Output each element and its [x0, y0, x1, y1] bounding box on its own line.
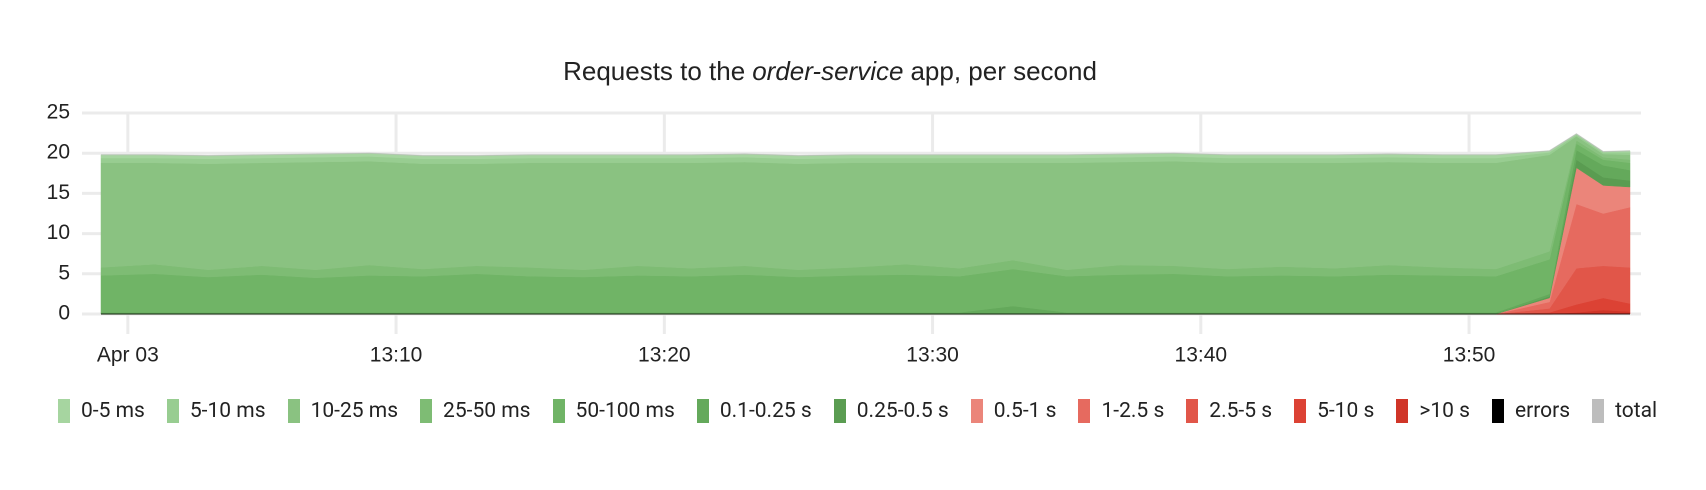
legend-item[interactable]: errors [1491, 398, 1571, 424]
legend-label: 10-25 ms [310, 399, 399, 423]
legend-swatch [1491, 399, 1504, 423]
axes: 0 5 10 15 20 25 Apr 03 13:10 13:20 13:30 13:40 13:5… [47, 101, 1496, 367]
x-tick-label: 13:10 [370, 344, 423, 367]
title-text: Requests to the [563, 56, 745, 86]
y-tick-label: 15 [47, 181, 70, 204]
legend-item[interactable]: 5-10 ms [166, 398, 266, 424]
legend-label: 5-10 ms [189, 399, 266, 423]
y-tick-label: 25 [47, 101, 70, 124]
x-tick-label: 13:50 [1443, 344, 1496, 367]
legend-label: 1-2.5 s [1101, 399, 1165, 423]
title-text: app, per second [910, 56, 1096, 86]
area [100, 134, 1631, 164]
legend-label: 2.5-5 s [1209, 399, 1273, 423]
legend-label: 0.5-1 s [993, 399, 1057, 423]
legend-item[interactable]: 0-5 ms [58, 398, 145, 424]
legend: 0-5 ms 5-10 ms 10-25 ms 25-50 ms 50-100 ms 0.… [58, 398, 1658, 424]
legend-swatch [696, 399, 709, 423]
legend-swatch [552, 399, 565, 423]
legend-item[interactable]: 0.25-0.5 s [833, 398, 949, 424]
legend-swatch [58, 399, 70, 423]
x-tick-label: 13:30 [906, 344, 959, 367]
chart: Requests to the order-service app, per sec… [47, 56, 1641, 367]
x-tick-label: 13:20 [638, 344, 691, 367]
y-tick-label: 10 [47, 221, 70, 244]
legend-swatch [420, 399, 433, 423]
legend-label: errors [1514, 399, 1571, 423]
legend-label: 0-5 ms [81, 399, 145, 423]
y-tick-label: 20 [47, 141, 70, 164]
title-emphasis: order-service [752, 56, 903, 86]
legend-item[interactable]: 2.5-5 s [1186, 398, 1272, 424]
legend-label: 0.1-0.25 s [719, 399, 812, 423]
legend-item[interactable]: 0.5-1 s [970, 398, 1057, 424]
legend-swatch [1396, 399, 1409, 423]
legend-item[interactable]: >10 s [1396, 398, 1470, 424]
y-tick-label: 0 [58, 302, 70, 325]
legend-label: total [1615, 399, 1658, 423]
legend-item[interactable]: 25-50 ms [420, 398, 531, 424]
legend-swatch [166, 399, 179, 423]
legend-item[interactable]: 10-25 ms [287, 398, 399, 424]
legend-swatch [1078, 399, 1091, 423]
legend-swatch [287, 399, 300, 423]
legend-swatch [970, 399, 983, 423]
legend-item[interactable]: 1-2.5 s [1078, 398, 1164, 424]
legend-item[interactable]: total [1592, 398, 1657, 424]
legend-item[interactable]: 50-100 ms [552, 398, 675, 424]
legend-label: 25-50 ms [443, 399, 531, 423]
plot-area [100, 133, 1631, 315]
legend-label: 0.25-0.5 s [856, 399, 949, 423]
legend-label: 50-100 ms [575, 399, 675, 423]
line [101, 133, 1631, 157]
legend-swatch [833, 399, 846, 423]
legend-label: >10 s [1419, 399, 1470, 423]
x-tick-label: 13:40 [1175, 344, 1228, 367]
legend-swatch [1592, 399, 1605, 423]
legend-swatch [1294, 399, 1307, 423]
x-tick-label: Apr 03 [97, 344, 159, 367]
y-tick-label: 5 [58, 261, 70, 284]
legend-swatch [1186, 399, 1199, 423]
legend-label: 5-10 s [1317, 399, 1375, 423]
legend-item[interactable]: 5-10 s [1294, 398, 1374, 424]
legend-item[interactable]: 0.1-0.25 s [696, 398, 812, 424]
chart-title: Requests to the order-service app, per sec… [563, 56, 1097, 86]
